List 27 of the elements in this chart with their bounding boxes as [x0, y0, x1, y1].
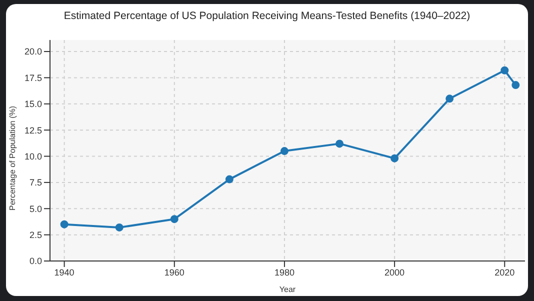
y-tick-label: 20.0	[24, 46, 42, 57]
point	[446, 94, 454, 103]
point	[60, 220, 68, 228]
y-axis-title: Percentage of Population (%)	[8, 106, 17, 210]
point	[225, 175, 234, 184]
point	[390, 154, 399, 162]
y-tick-label: 17.5	[24, 72, 42, 83]
y-tick-label: 7.5	[29, 178, 42, 188]
point	[170, 215, 178, 224]
chart-title: Estimated Percentage of US Population Receiving Means-Tested Benefits (1940–2022)	[62, 10, 472, 22]
point	[115, 223, 124, 232]
y-tick-label: 5.0	[29, 204, 42, 214]
y-tick-label: 2.5	[29, 230, 42, 240]
x-tick-label: 1960	[164, 267, 184, 278]
y-tick-label: 10.0	[24, 151, 42, 162]
x-tick-label: 1980	[274, 267, 294, 278]
x-axis-title: Year	[279, 285, 296, 294]
y-tick-label: 0.0	[29, 256, 42, 266]
x-tick-label: 2000	[384, 267, 405, 278]
y-tick-label: 15.0	[24, 99, 42, 110]
x-tick-label: 1940	[54, 267, 74, 278]
point	[336, 140, 344, 148]
y-tick-label: 12.5	[24, 125, 42, 136]
point	[500, 66, 509, 74]
x-tick-label: 2020	[494, 267, 515, 278]
point	[512, 81, 520, 90]
point	[280, 147, 288, 156]
